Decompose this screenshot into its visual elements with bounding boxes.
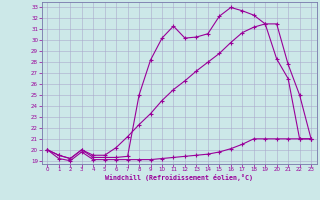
X-axis label: Windchill (Refroidissement éolien,°C): Windchill (Refroidissement éolien,°C) — [105, 174, 253, 181]
